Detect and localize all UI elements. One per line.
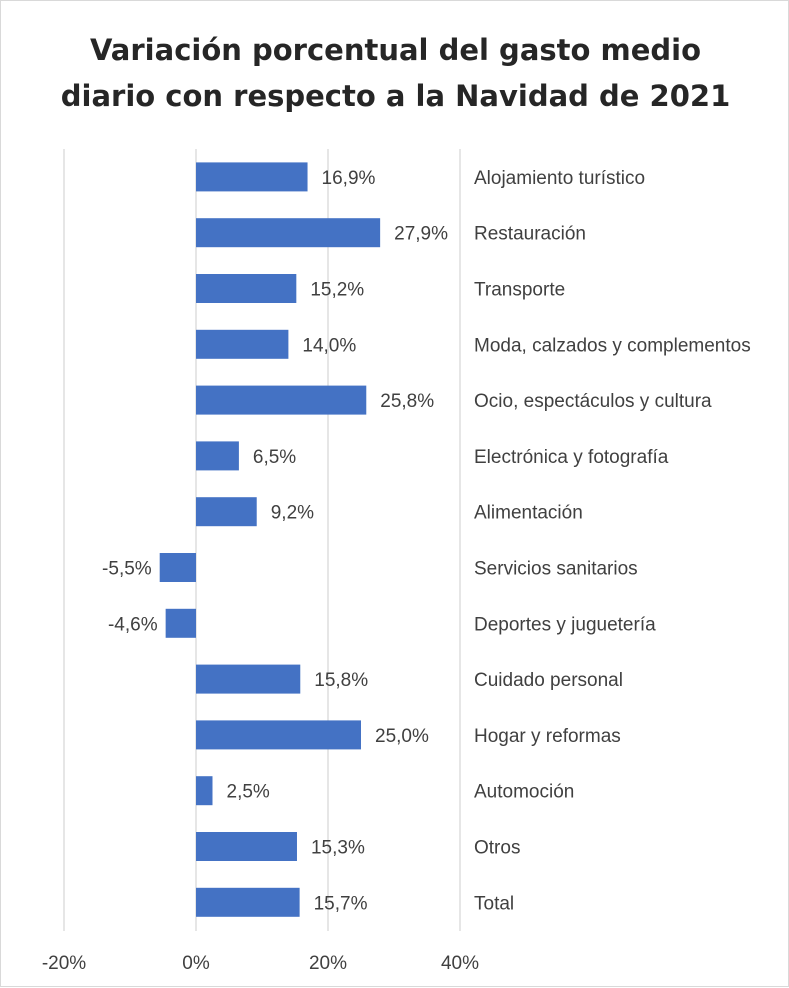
- data-label: 15,8%: [314, 670, 368, 691]
- data-label: 25,8%: [380, 391, 434, 412]
- bar: [159, 553, 196, 582]
- category-label: Ocio, espectáculos y cultura: [474, 391, 712, 412]
- bar: [196, 887, 300, 917]
- category-label: Alimentación: [474, 503, 583, 524]
- x-tick-label: 40%: [441, 953, 479, 974]
- category-label: Electrónica y fotografía: [474, 447, 669, 468]
- data-label: 25,0%: [375, 726, 429, 747]
- category-label: Hogar y reformas: [474, 726, 621, 747]
- x-tick-label: -20%: [42, 953, 86, 974]
- data-label: 2,5%: [227, 782, 270, 803]
- bar: [196, 664, 301, 694]
- bar: [196, 832, 297, 861]
- bar: [196, 441, 239, 471]
- data-label: 16,9%: [322, 168, 376, 189]
- x-tick-label: 0%: [182, 953, 210, 974]
- chart-title: Variación porcentual del gasto medio dia…: [60, 33, 731, 113]
- data-label: -5,5%: [102, 559, 152, 580]
- x-tick-label: 20%: [309, 953, 347, 974]
- bar: [196, 776, 213, 806]
- data-label: -4,6%: [108, 614, 158, 635]
- data-label: 9,2%: [271, 503, 314, 524]
- bar: [196, 329, 289, 359]
- bar: [196, 274, 297, 303]
- bar: [196, 218, 381, 248]
- data-label: 15,2%: [310, 280, 364, 301]
- category-label: Otros: [474, 838, 520, 859]
- data-label: 6,5%: [253, 447, 296, 468]
- category-label: Transporte: [474, 280, 565, 301]
- data-label: 27,9%: [394, 224, 448, 245]
- data-label: 15,7%: [314, 893, 368, 914]
- data-label: 15,3%: [311, 838, 365, 859]
- bar: [165, 608, 196, 638]
- bar: [196, 162, 308, 192]
- data-label: 14,0%: [302, 335, 356, 356]
- bar: [196, 720, 361, 750]
- category-label: Total: [474, 893, 514, 914]
- category-label: Restauración: [474, 224, 586, 245]
- category-label: Automoción: [474, 782, 574, 803]
- category-label: Deportes y juguetería: [474, 614, 656, 635]
- category-label: Alojamiento turístico: [474, 168, 645, 189]
- category-label: Servicios sanitarios: [474, 559, 638, 580]
- category-label: Moda, calzados y complementos: [474, 335, 751, 356]
- bar: [196, 385, 367, 415]
- bar: [196, 497, 257, 527]
- category-label: Cuidado personal: [474, 670, 623, 691]
